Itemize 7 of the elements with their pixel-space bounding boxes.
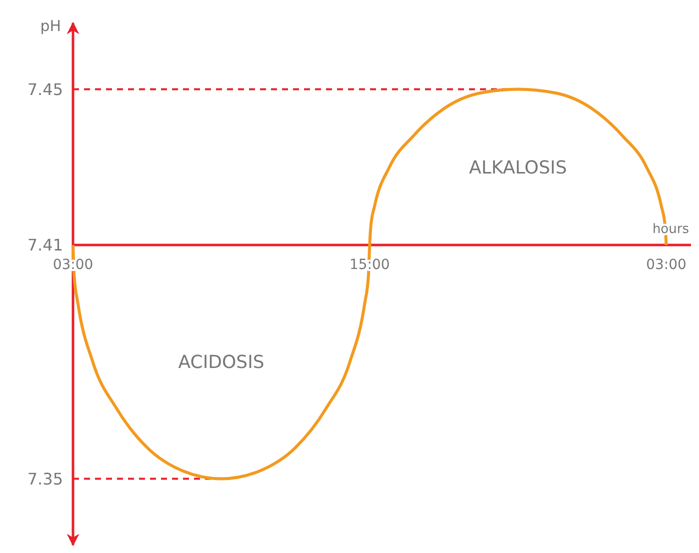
y-tick-label: 7.41 [27, 236, 63, 255]
x-tick-label: 03:00 [646, 257, 686, 274]
y-tick-label: 7.35 [27, 469, 63, 488]
annotation: ACIDOSIS [178, 352, 264, 374]
y-axis-title: pH [40, 17, 61, 35]
annotation: ALKALOSIS [469, 157, 567, 178]
y-tick-label: 7.45 [27, 80, 63, 99]
